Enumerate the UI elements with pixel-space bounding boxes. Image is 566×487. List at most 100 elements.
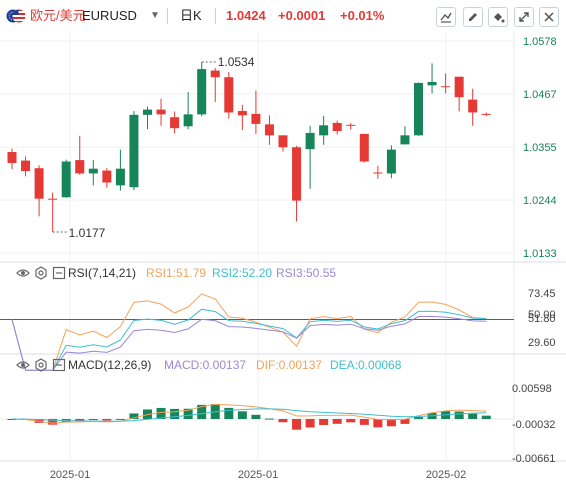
candle-body <box>48 198 58 200</box>
candle-body <box>88 168 98 174</box>
draw-line-icon <box>440 12 452 23</box>
candle-body <box>224 77 234 113</box>
macd-bar <box>224 407 234 419</box>
timeframe-select[interactable]: 日K <box>180 8 202 23</box>
eye-icon[interactable] <box>16 358 30 372</box>
candle-body <box>319 125 329 136</box>
candle-body <box>143 109 152 115</box>
macd-bar <box>414 417 423 419</box>
close-button[interactable] <box>539 7 559 27</box>
flag-icon <box>6 9 26 23</box>
macd-bar <box>156 407 166 419</box>
macd-tick-label: -0.00661 <box>512 453 555 465</box>
candle-body <box>427 81 437 86</box>
rsi1-line <box>11 293 487 371</box>
macd-bar <box>264 418 274 420</box>
divider <box>215 8 216 24</box>
macd-bar <box>129 413 139 419</box>
candle-body <box>400 135 410 145</box>
chevron-down-icon[interactable]: ▼ <box>150 10 160 21</box>
candle-body <box>481 113 491 115</box>
macd-bar <box>359 419 369 425</box>
macd-bar <box>468 413 478 419</box>
macd-tick-label: -0.00032 <box>512 419 555 431</box>
rsi-tick-label: 29.60 <box>528 337 556 349</box>
rsi3-line <box>11 315 487 371</box>
candle-body <box>210 70 220 78</box>
candle-body <box>441 86 451 88</box>
candle-body <box>102 170 112 183</box>
price-tick-label: 1.0133 <box>523 248 557 260</box>
rsi-tick-label: 73.45 <box>528 288 556 300</box>
macd-bar <box>170 408 180 419</box>
dea-value: DEA:0.00068 <box>330 358 402 372</box>
rsi-title: RSI(7,14,21) <box>68 266 137 280</box>
candle-body <box>115 168 125 186</box>
date-tick-label: 2025-01 <box>238 469 278 481</box>
fill-button[interactable] <box>488 7 508 27</box>
low-price-label: 1.0177 <box>69 226 106 240</box>
candle-body <box>197 69 207 115</box>
macd-bar <box>34 419 44 423</box>
price-tick-label: 1.0244 <box>523 195 557 207</box>
rsi2-line <box>11 308 487 371</box>
candle-body <box>75 160 85 174</box>
macd-bar <box>373 419 383 428</box>
rsi1-value: RSI1:51.79 <box>146 266 207 280</box>
candle-body <box>170 117 180 129</box>
draw-line-button[interactable] <box>436 7 456 27</box>
candle-body <box>454 76 464 98</box>
rsi-series <box>0 293 514 371</box>
candle-body <box>264 124 274 136</box>
macd-bar <box>115 419 125 420</box>
close-icon <box>544 12 554 22</box>
macd-bar <box>278 419 288 423</box>
symbol-cn[interactable]: 欧元/美元 <box>30 8 86 23</box>
chart-toolbar: 欧元/美元 EURUSD ▼ 日K 1.0424 +0.0001 +0.01% <box>0 0 566 32</box>
price-change-pct: +0.01% <box>340 8 385 23</box>
macd-bar <box>88 419 98 420</box>
settings-icon[interactable] <box>52 266 66 280</box>
price-tick-label: 1.0355 <box>523 142 557 154</box>
pen-icon <box>469 13 477 21</box>
fullscreen-button[interactable] <box>514 7 534 27</box>
gear-icon[interactable] <box>34 266 48 280</box>
candle-body <box>373 172 383 174</box>
candle-body <box>34 168 44 199</box>
candle-body <box>129 114 139 188</box>
macd-bar <box>481 415 491 419</box>
last-price: 1.0424 <box>226 8 266 23</box>
macd-bar <box>346 419 356 423</box>
macd-bar <box>400 419 410 424</box>
symbol-code[interactable]: EURUSD <box>82 8 137 23</box>
pen-button[interactable] <box>463 7 483 27</box>
settings-icon[interactable] <box>52 358 66 372</box>
eye-icon[interactable] <box>16 266 30 280</box>
candle-body <box>346 124 356 126</box>
macd-tick-label: 0.00598 <box>512 383 552 395</box>
macd-bar <box>237 411 247 419</box>
macd-title: MACD(12,26,9) <box>68 358 152 372</box>
macd-bar <box>292 419 302 430</box>
price-tick-label: 1.0467 <box>523 89 557 101</box>
candle-body <box>21 160 31 172</box>
gear-icon[interactable] <box>34 358 48 372</box>
candle-body <box>332 122 342 132</box>
candle-body <box>61 161 71 198</box>
macd-value: MACD:0.00137 <box>164 358 247 372</box>
rsi-tick-label: 50.00 <box>528 309 556 321</box>
candle-body <box>414 82 423 136</box>
candlestick-series <box>7 61 491 233</box>
dea-line <box>11 408 487 422</box>
date-tick-label: 2025-01 <box>50 469 90 481</box>
macd-bar <box>386 419 396 427</box>
macd-bar <box>197 404 207 419</box>
candle-body <box>183 114 193 127</box>
dif-value: DIF:0.00137 <box>256 358 323 372</box>
candle-body <box>251 113 261 124</box>
macd-bar <box>251 414 261 419</box>
rsi2-value: RSI2:52.20 <box>212 266 273 280</box>
price-tick-label: 1.0578 <box>523 36 557 48</box>
macd-lines <box>11 403 487 424</box>
